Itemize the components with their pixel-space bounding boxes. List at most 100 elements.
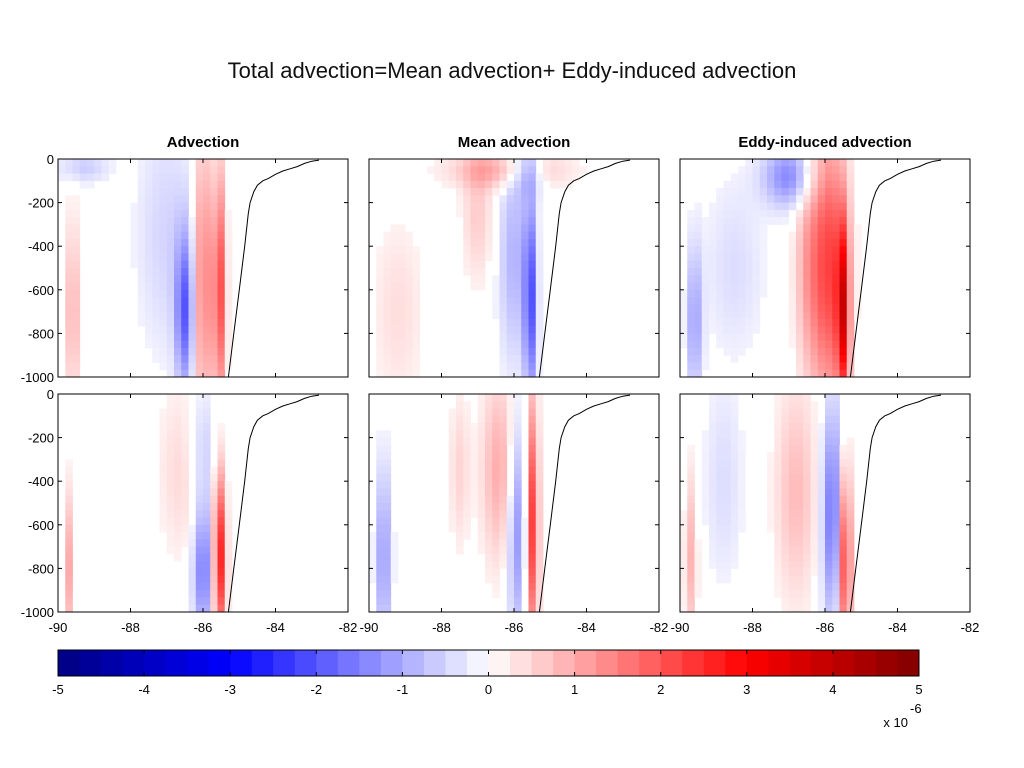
- heat-cell: [492, 481, 500, 489]
- heat-cell: [825, 553, 833, 562]
- heat-cell: [730, 423, 739, 431]
- heat-cell: [217, 495, 226, 504]
- heat-cell: [181, 452, 189, 460]
- heat-cell: [817, 340, 826, 349]
- heat-cell: [528, 503, 537, 511]
- heat-cell: [788, 231, 797, 240]
- heat-cell: [730, 297, 739, 305]
- heat-cell: [528, 369, 537, 378]
- heat-cell: [846, 466, 855, 475]
- heat-cell: [72, 253, 81, 262]
- heat-cell: [145, 318, 153, 327]
- heat-cell: [528, 401, 537, 409]
- heat-cell: [752, 311, 761, 320]
- heat-cell: [174, 224, 182, 233]
- heat-cell: [65, 246, 73, 254]
- heat-cell: [528, 260, 537, 269]
- heat-cell: [788, 159, 797, 167]
- heat-cell: [195, 253, 204, 262]
- heat-cell: [376, 568, 384, 577]
- heat-cell: [521, 195, 529, 203]
- heat-cell: [376, 604, 384, 613]
- heat-cell: [470, 282, 479, 291]
- heat-cell: [528, 466, 537, 475]
- heat-cell: [528, 495, 537, 504]
- heat-cell: [65, 347, 73, 356]
- heat-cell: [514, 546, 522, 555]
- heat-cell: [832, 561, 840, 569]
- heat-cell: [159, 362, 168, 371]
- heat-cell: [839, 275, 848, 283]
- heat-cell: [195, 481, 204, 489]
- heat-cell: [839, 347, 848, 356]
- heat-cell: [203, 401, 211, 409]
- heat-cell: [810, 209, 819, 218]
- heat-cell: [839, 224, 848, 233]
- heat-cell: [203, 495, 211, 504]
- heat-cell: [174, 466, 182, 475]
- colorbar-swatch: [187, 650, 210, 676]
- heat-cell: [217, 369, 226, 378]
- heat-cell: [825, 582, 833, 591]
- heat-cell: [832, 415, 840, 424]
- heat-cell: [528, 355, 537, 363]
- heat-cell: [383, 539, 392, 547]
- colorbar-swatch: [660, 650, 683, 676]
- heat-cell: [514, 311, 522, 320]
- heat-cell: [774, 546, 782, 555]
- heat-cell: [383, 575, 392, 584]
- heat-cell: [463, 180, 471, 189]
- heat-cell: [521, 173, 529, 182]
- heat-cell: [701, 430, 710, 438]
- heat-cell: [528, 311, 537, 320]
- heat-cell: [774, 575, 782, 584]
- heat-cell: [463, 166, 471, 174]
- heat-cell: [730, 532, 739, 540]
- heat-cell: [210, 347, 218, 356]
- heat-cell: [210, 517, 218, 526]
- heat-cell: [817, 297, 826, 305]
- heat-cell: [817, 430, 826, 438]
- heat-cell: [203, 231, 211, 240]
- heat-cell: [188, 524, 197, 533]
- heat-cell: [788, 415, 797, 424]
- heat-cell: [716, 408, 724, 417]
- heat-cell: [781, 394, 790, 402]
- heat-cell: [195, 355, 204, 363]
- heat-cell: [485, 159, 493, 167]
- heat-cell: [730, 326, 739, 334]
- heat-cell: [832, 268, 840, 276]
- colorbar-tick-label: 4: [829, 682, 836, 697]
- heat-cell: [803, 231, 811, 240]
- heat-cell: [159, 238, 168, 247]
- heat-cell: [810, 546, 819, 555]
- heat-cell: [376, 495, 384, 504]
- heat-cell: [535, 481, 544, 489]
- heat-cell: [730, 209, 739, 218]
- heat-cell: [817, 304, 826, 312]
- heat-cell: [730, 188, 739, 196]
- heat-cell: [738, 297, 746, 305]
- heat-cell: [694, 231, 703, 240]
- heat-cell: [738, 488, 746, 497]
- heat-cell: [195, 173, 204, 182]
- heat-cell: [130, 253, 139, 262]
- heat-cell: [217, 318, 226, 327]
- heat-cell: [166, 246, 175, 254]
- heat-cell: [485, 180, 493, 189]
- heat-cell: [810, 173, 819, 182]
- heat-cell: [477, 423, 486, 431]
- heat-cell: [687, 452, 695, 460]
- heat-cell: [188, 260, 197, 269]
- heat-cell: [803, 430, 811, 438]
- heat-cell: [803, 503, 811, 511]
- heat-cell: [506, 517, 515, 526]
- heat-cell: [506, 202, 515, 211]
- heat-cell: [181, 202, 189, 211]
- heat-cell: [716, 209, 724, 218]
- heat-cell: [832, 231, 840, 240]
- heat-cell: [839, 532, 848, 540]
- heat-cell: [485, 246, 493, 254]
- heat-cell: [687, 582, 695, 591]
- heat-cell: [803, 224, 811, 233]
